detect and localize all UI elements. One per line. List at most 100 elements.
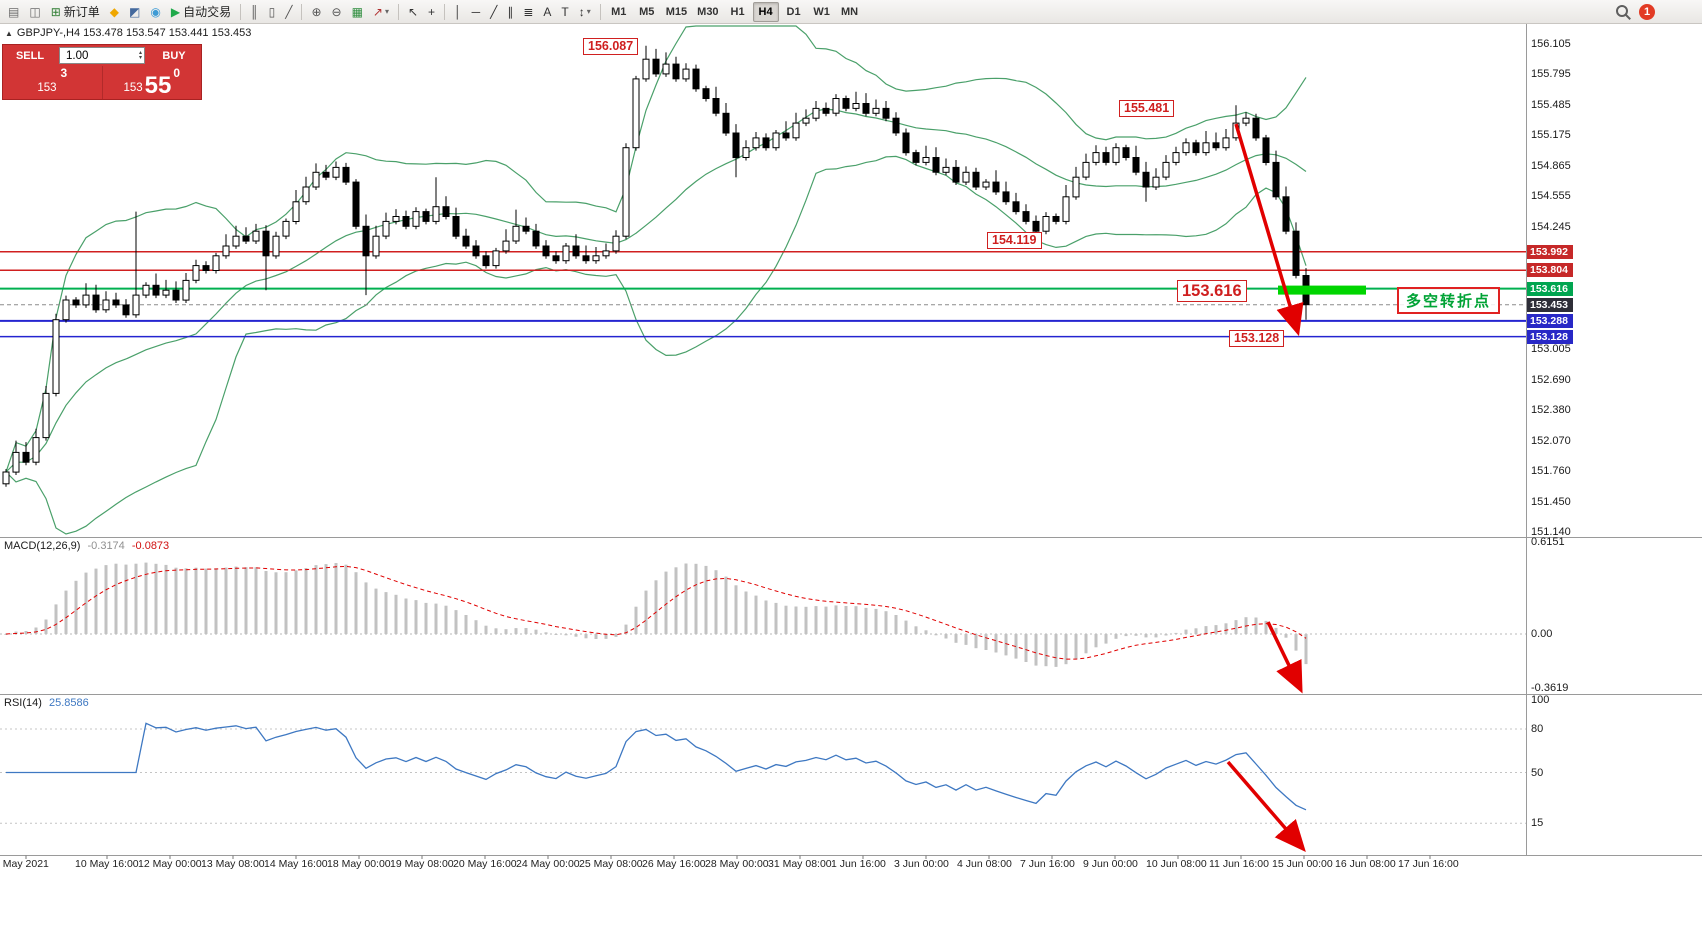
fibonacci-icon[interactable]: ≣ [519,2,537,22]
tf-w1-button[interactable]: W1 [809,2,835,22]
candlestick-chart-icon[interactable]: ▯ [265,2,280,22]
tf-m30-button-label: M30 [697,5,719,18]
horizontal-line-icon[interactable]: ─ [468,2,485,22]
text-icon-glyph: A [543,4,552,19]
toolbar-separator [444,3,446,20]
tf-h4-button[interactable]: H4 [752,1,779,22]
horizontal-line-icon-glyph: ─ [471,4,481,19]
trend-arrows[interactable] [1226,123,1306,852]
tf-m30-button[interactable]: M30 [693,2,722,22]
tf-h1-button[interactable]: H1 [725,2,751,22]
buy-button[interactable]: BUY [162,49,186,62]
time-axis-label: 7 May 2021 [0,858,49,870]
rsi-line [6,722,1307,811]
price-level-label: 153.453 [1527,298,1573,312]
trendline-icon[interactable]: ╱ [486,2,501,22]
indicators-icon-dropdown[interactable]: ▾ [384,7,389,16]
indicators-icon[interactable]: ↗ ▾ [369,2,393,22]
indicators-icon-glyph: ↗ [372,4,383,19]
accounts-icon[interactable]: ◩ [125,2,144,22]
arrows-icon[interactable]: ↕ ▾ [575,2,595,22]
new-order-button[interactable]: ⊞ 新订单 [47,2,104,22]
zoom-out-icon-glyph: ⊖ [331,4,342,19]
lot-stepper[interactable]: ▴ ▾ [138,49,142,61]
tf-mn-button-label: MN [841,5,859,18]
price-tick-label: 153.005 [1531,343,1571,355]
macd-indicator-label: MACD(12,26,9) -0.3174 -0.0873 [4,540,169,552]
cursor-icon[interactable]: ↖ [404,2,422,22]
time-axis-label: 11 Jun 16:00 [1209,858,1269,870]
terminal-icon[interactable]: ▤ [4,2,23,22]
crosshair-icon[interactable]: + [424,2,439,22]
tf-mn-button[interactable]: MN [837,2,863,22]
buy-price-sup: 0 [173,66,181,80]
price-tick-label: 154.555 [1531,190,1571,202]
price-tick-label: 151.140 [1531,526,1571,538]
line-chart-icon-glyph: ╱ [285,4,293,19]
search-icon[interactable] [1615,4,1631,20]
label-icon[interactable]: T [557,2,572,22]
tf-h4-button-label: H4 [758,5,773,18]
rsi-scale-label: 50 [1531,767,1544,779]
favorites-icon[interactable]: ◆ [106,2,123,22]
new-window-icon[interactable]: ◫ [25,2,44,22]
one-click-trading-panel: SELL 1.00 ▴ ▾ BUY 153 3 153 55 0 [2,44,202,100]
tf-d1-button[interactable]: D1 [781,2,807,22]
lot-size-input[interactable]: 1.00 ▴ ▾ [59,47,145,64]
tf-m15-button[interactable]: M15 [662,2,691,22]
arrows-icon-glyph: ↕ [578,4,585,19]
tf-h1-button-label: H1 [730,5,745,18]
channel-icon-glyph: ∥ [507,4,514,19]
sell-price-prefix: 153 [37,81,57,94]
tile-windows-icon[interactable]: ▦ [348,2,367,22]
highlight-bar[interactable] [1278,285,1366,295]
buy-price[interactable]: 153 55 0 [103,66,202,99]
time-axis-label: 18 May 00:00 [327,858,391,870]
autotrading-button[interactable]: ▶ 自动交易 [167,2,235,22]
symbol-info: ▲ GBPJPY-,H4 153.478 153.547 153.441 153… [5,27,251,39]
tf-m1-button[interactable]: M1 [606,2,632,22]
toolbar: ▤ ◫ ⊞ 新订单 ◆ ◩ ◉ ▶ 自动交易 ║ ▯ ╱ ⊕ ⊖ ▦ ↗ ▾ ↖ + │ ─ ╱ ∥ ≣ A T ↕ ▾ M1 M5 M15… [0,0,1702,24]
price-tick-label: 155.175 [1531,129,1571,141]
price-tick-label: 156.105 [1531,38,1571,50]
buy-price-prefix: 153 [123,81,143,94]
price-tick-label: 152.380 [1531,404,1571,416]
price-annotation[interactable]: 155.481 [1119,100,1175,117]
tf-m5-button[interactable]: M5 [634,2,660,22]
stepper-up-icon[interactable]: ▴ [138,49,142,56]
price-annotation[interactable]: 153.616 [1177,280,1247,302]
line-chart-icon[interactable]: ╱ [281,2,296,22]
toolbar-separator [599,3,601,20]
price-annotation[interactable]: 156.087 [583,38,639,55]
zoom-in-icon-glyph: ⊕ [311,4,322,19]
price-annotation[interactable]: 153.128 [1229,330,1285,347]
zoom-out-icon[interactable]: ⊖ [328,2,346,22]
price-level-label: 153.804 [1527,263,1573,277]
macd-signal-value: -0.0873 [131,540,170,552]
zoom-in-icon[interactable]: ⊕ [307,2,325,22]
sell-button[interactable]: SELL [15,49,45,62]
horizontal-level-lines[interactable] [0,250,1526,338]
time-axis-label: 31 May 08:00 [768,858,832,870]
community-icon[interactable]: ◉ [146,2,164,22]
sell-price[interactable]: 153 3 [3,66,103,99]
toolbar-right: 1 [1615,3,1699,20]
time-axis-label: 16 Jun 08:00 [1335,858,1396,870]
text-icon[interactable]: A [539,2,555,22]
tile-windows-icon-glyph: ▦ [351,4,363,19]
channel-icon[interactable]: ∥ [503,2,517,22]
macd-name: MACD(12,26,9) [4,540,81,552]
price-annotation[interactable]: 154.119 [987,232,1042,249]
turning-point-label[interactable]: 多空转折点 [1397,287,1501,314]
arrows-icon-dropdown[interactable]: ▾ [586,7,591,16]
vertical-line-icon[interactable]: │ [450,2,466,22]
panel-separators[interactable] [0,24,1702,856]
notification-badge[interactable]: 1 [1639,3,1655,20]
price-tick-label: 151.760 [1531,465,1571,477]
bar-chart-icon[interactable]: ║ [246,2,263,22]
stepper-down-icon[interactable]: ▾ [138,54,142,61]
time-axis-label: 20 May 16:00 [453,858,517,870]
time-axis-label: 17 Jun 16:00 [1398,858,1459,870]
